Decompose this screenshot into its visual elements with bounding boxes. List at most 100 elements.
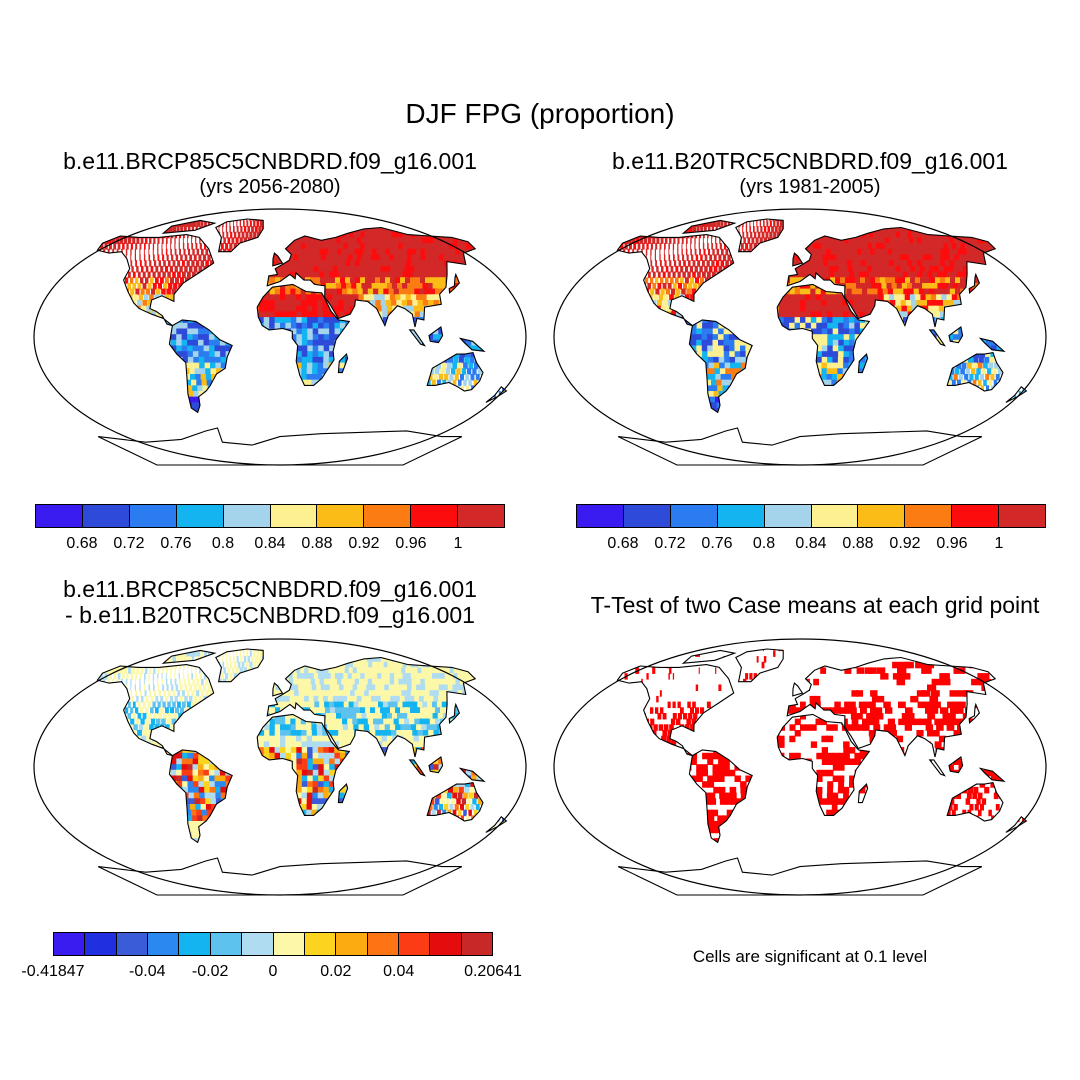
map-historical xyxy=(553,208,1047,466)
panel4-title: T-Test of two Case means at each grid po… xyxy=(590,592,1040,618)
coastline-africa xyxy=(776,713,871,816)
colorbar-swatch xyxy=(336,933,368,955)
coastline-eurasia xyxy=(786,656,997,758)
coastline-eurasia xyxy=(266,226,477,328)
coastline-antarctica xyxy=(617,857,983,896)
colorbar-swatch xyxy=(176,505,224,527)
coastline-antarctica xyxy=(97,427,463,466)
globe-border xyxy=(33,638,527,896)
colorbar-tick-label: 0.8 xyxy=(752,535,776,552)
colorbar-tick-label: 0.20641 xyxy=(464,963,522,980)
coastline-uk xyxy=(792,252,804,267)
panel1-title: b.e11.BRCP85C5CNBDRD.f09_g16.001 xyxy=(63,148,477,174)
coastline-arcticisles xyxy=(161,219,217,234)
coastline-nz xyxy=(1005,386,1028,403)
colorbar-swatch xyxy=(858,505,906,527)
colorbar-swatch xyxy=(952,505,1000,527)
colorbar-swatch xyxy=(411,505,459,527)
colorbar-swatch xyxy=(82,505,130,527)
colorbar-swatch xyxy=(116,933,149,955)
coastline-sumatra xyxy=(408,759,427,777)
coastline-antarctica xyxy=(617,427,983,466)
coastline-madagascar xyxy=(857,783,869,804)
colorbar-tick-label: -0.02 xyxy=(191,963,229,980)
coastline-samerica xyxy=(168,749,233,844)
significance-note: Cells are significant at 0.1 level xyxy=(692,947,928,966)
coastline-australia xyxy=(946,781,1004,822)
coastline-newguinea xyxy=(458,337,486,352)
colorbar-tick-label: 0.04 xyxy=(383,963,415,980)
colorbar-swatch xyxy=(461,933,493,955)
colorbar-swatch xyxy=(367,933,399,955)
coastline-greenland xyxy=(215,648,264,683)
colorbar-swatch xyxy=(85,933,117,955)
colorbar-tick-label: 1 xyxy=(994,535,1004,552)
coastline-greenland xyxy=(735,218,784,253)
coastline-newguinea xyxy=(458,767,486,782)
coastline-arcticisles xyxy=(161,649,217,664)
colorbar-swatch xyxy=(458,505,505,527)
coastline-namerica xyxy=(96,664,215,757)
colorbar-historical xyxy=(576,504,1046,528)
colorbar-swatch xyxy=(905,505,953,527)
coastline-madagascar xyxy=(857,353,869,374)
panel2-subtitle: (yrs 1981-2005) xyxy=(739,176,881,198)
coastline-africa xyxy=(256,283,351,386)
coastline-eurasia xyxy=(266,656,477,758)
colorbar-swatch xyxy=(623,505,671,527)
colorbar-tick-label: 0.68 xyxy=(66,535,98,552)
colorbar-swatch xyxy=(270,505,318,527)
coastline-greenland xyxy=(735,648,784,683)
colorbar-swatch xyxy=(242,933,274,955)
colorbar-swatch xyxy=(273,933,305,955)
colorbar-swatch xyxy=(364,505,412,527)
coastline-greenland xyxy=(215,218,264,253)
coastline-samerica xyxy=(688,319,753,414)
colorbar-swatch xyxy=(36,505,83,527)
colorbar-swatch xyxy=(577,505,624,527)
colorbar-swatch xyxy=(999,505,1046,527)
coastline-nz xyxy=(485,386,508,403)
coastline-japan xyxy=(448,272,461,295)
colorbar-tick-label: 0.72 xyxy=(654,535,686,552)
coastline-africa xyxy=(256,713,351,816)
map-ttest xyxy=(553,638,1047,896)
coastline-samerica xyxy=(688,749,753,844)
coastline-newguinea xyxy=(978,767,1006,782)
coastline-uk xyxy=(272,252,284,267)
coastline-japan xyxy=(968,272,981,295)
colorbar-tick-label: 0.88 xyxy=(301,535,333,552)
main-title: DJF FPG (proportion) xyxy=(405,98,675,129)
panel3-subtitle: - b.e11.B20TRC5CNBDRD.f09_g16.001 xyxy=(65,602,475,628)
coastline-borneo xyxy=(948,756,964,774)
coastline-nz xyxy=(1005,816,1028,833)
colorbar-tick-label: 0.76 xyxy=(701,535,733,552)
coastline-uk xyxy=(792,682,804,697)
coastline-uk xyxy=(272,682,284,697)
map-difference xyxy=(33,638,527,896)
colorbar-swatch xyxy=(54,933,86,955)
colorbar-tick-label: 0.68 xyxy=(607,535,639,552)
coastline-madagascar xyxy=(337,783,349,804)
colorbar-swatch xyxy=(430,933,462,955)
colorbar-tick-label: 0.02 xyxy=(320,963,352,980)
panel3-title: b.e11.BRCP85C5CNBDRD.f09_g16.001 xyxy=(63,576,477,602)
coastline-namerica xyxy=(616,234,735,327)
colorbar-swatch xyxy=(179,933,211,955)
coastline-nz xyxy=(485,816,508,833)
colorbar-tick-label: 0.96 xyxy=(395,535,427,552)
colorbar-tick-label: 0.76 xyxy=(160,535,192,552)
colorbar-swatch xyxy=(764,505,812,527)
coastline-sumatra xyxy=(408,329,427,347)
coastline-borneo xyxy=(428,756,444,774)
colorbar-swatch xyxy=(148,933,180,955)
panel1-subtitle: (yrs 2056-2080) xyxy=(199,176,341,198)
colorbar-swatch xyxy=(398,933,431,955)
coastline-arcticisles xyxy=(681,219,737,234)
colorbar-swatch xyxy=(223,505,271,527)
colorbar-swatch xyxy=(811,505,859,527)
coastline-antarctica xyxy=(97,857,463,896)
coastline-madagascar xyxy=(337,353,349,374)
coastline-japan xyxy=(448,702,461,725)
colorbar-tick-label: 0.8 xyxy=(211,535,235,552)
